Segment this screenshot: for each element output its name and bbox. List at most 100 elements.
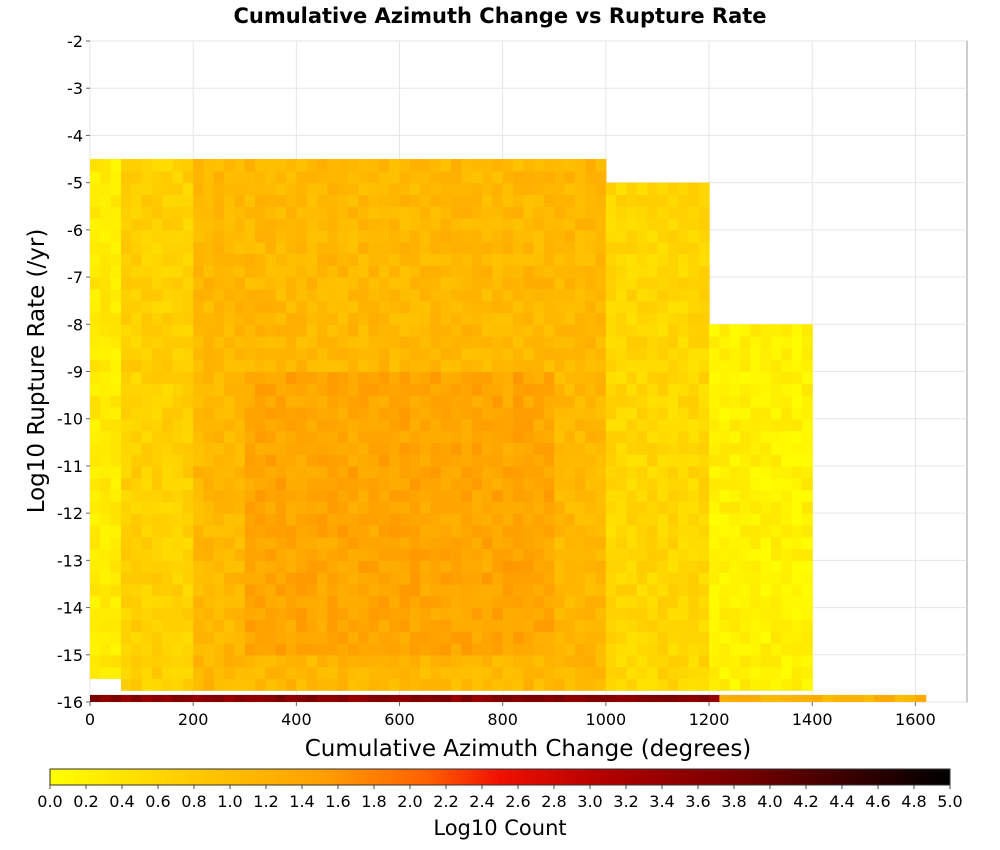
heatmap-cell — [306, 654, 318, 668]
heatmap-cell — [781, 678, 793, 691]
heatmap-cell — [471, 631, 483, 644]
heatmap-cell — [471, 666, 483, 679]
heatmap-cell — [492, 218, 504, 231]
heatmap-cell — [203, 619, 215, 632]
heatmap-cell — [296, 241, 308, 255]
heatmap-cell — [502, 524, 514, 538]
heatmap-cell — [224, 548, 236, 561]
heatmap-cell — [120, 253, 132, 266]
heatmap-cell — [698, 477, 710, 491]
heatmap-cell — [626, 241, 638, 255]
heatmap-cell — [141, 371, 153, 384]
heatmap-cell — [657, 229, 669, 243]
heatmap-cell — [234, 206, 246, 219]
heatmap-cell — [647, 694, 659, 702]
heatmap-cell — [378, 536, 390, 550]
heatmap-cell — [389, 631, 401, 644]
heatmap-cell — [482, 218, 493, 231]
heatmap-cell — [482, 548, 493, 561]
heatmap-cell — [492, 477, 504, 491]
heatmap-cell — [193, 229, 205, 243]
heatmap-cell — [729, 536, 741, 550]
heatmap-cell — [719, 359, 731, 373]
heatmap-cell — [657, 501, 669, 514]
heatmap-cell — [616, 595, 628, 609]
heatmap-cell — [688, 631, 700, 644]
heatmap-cell — [513, 265, 524, 278]
heatmap-cell — [678, 418, 690, 432]
heatmap-cell — [224, 277, 236, 290]
heatmap-cell — [151, 607, 163, 620]
heatmap-cell — [358, 383, 370, 396]
heatmap-cell — [162, 312, 174, 325]
heatmap-cell — [296, 536, 308, 550]
heatmap-cell — [296, 229, 308, 243]
heatmap-cell — [358, 607, 370, 620]
heatmap-cell — [605, 694, 617, 702]
heatmap-cell — [616, 253, 628, 266]
heatmap-cell — [90, 336, 101, 349]
heatmap-cell — [327, 371, 339, 384]
heatmap-cell — [440, 694, 452, 702]
heatmap-cell — [172, 631, 184, 644]
heatmap-cell — [316, 442, 328, 455]
heatmap-cell — [224, 572, 236, 585]
heatmap-cell — [131, 336, 143, 349]
heatmap-cell — [698, 359, 710, 373]
heatmap-cell — [213, 418, 225, 432]
heatmap-cell — [193, 430, 205, 443]
heatmap-cell — [90, 218, 101, 231]
heatmap-cell — [265, 583, 277, 597]
heatmap-cell — [554, 548, 566, 561]
heatmap-cell — [564, 548, 576, 561]
heatmap-cell — [667, 536, 679, 550]
heatmap-cell — [523, 465, 535, 479]
heatmap-cell — [90, 524, 101, 538]
heatmap-cell — [688, 607, 700, 620]
heatmap-cell — [440, 418, 452, 432]
heatmap-cell — [203, 430, 215, 443]
heatmap-cell — [533, 288, 545, 302]
heatmap-cell — [347, 418, 359, 432]
heatmap-cell — [492, 241, 504, 255]
heatmap-cell — [399, 300, 411, 314]
heatmap-cell — [801, 548, 813, 561]
heatmap-cell — [440, 619, 452, 632]
heatmap-cell — [657, 513, 669, 526]
heatmap-cell — [678, 572, 690, 585]
heatmap-cell — [564, 536, 576, 550]
heatmap-cell — [141, 395, 153, 408]
heatmap-cell — [358, 336, 370, 349]
heatmap-cell — [471, 359, 483, 373]
heatmap-cell — [265, 678, 277, 691]
heatmap-cell — [636, 513, 648, 526]
heatmap-cell — [378, 300, 390, 314]
heatmap-cell — [90, 206, 101, 219]
heatmap-cell — [316, 159, 328, 172]
heatmap-cell — [492, 572, 504, 585]
heatmap-cell — [667, 513, 679, 526]
heatmap-cell — [286, 347, 297, 361]
heatmap-cell — [193, 241, 205, 255]
heatmap-cell — [286, 241, 297, 255]
heatmap-cell — [626, 395, 638, 408]
heatmap-cell — [760, 359, 772, 373]
heatmap-cell — [585, 194, 597, 207]
heatmap-cell — [234, 336, 246, 349]
heatmap-cell — [420, 406, 432, 420]
heatmap-cell — [389, 477, 401, 491]
x-axis-ticks: 0 200 400 600 800 1000 1200 1400 1600 — [85, 702, 936, 729]
heatmap-cell — [657, 631, 669, 644]
heatmap-cell — [358, 501, 370, 514]
heatmap-cell — [709, 524, 720, 538]
heatmap-cell — [471, 371, 483, 384]
heatmap-cell — [306, 631, 318, 644]
heatmap-cell — [306, 194, 318, 207]
heatmap-cell — [513, 572, 524, 585]
heatmap-cell — [244, 524, 256, 538]
heatmap-cell — [286, 430, 297, 443]
heatmap-cell — [100, 560, 112, 573]
heatmap-cell — [316, 383, 328, 396]
heatmap-cell — [420, 288, 432, 302]
colorbar-tick-label: 3.4 — [649, 792, 674, 811]
